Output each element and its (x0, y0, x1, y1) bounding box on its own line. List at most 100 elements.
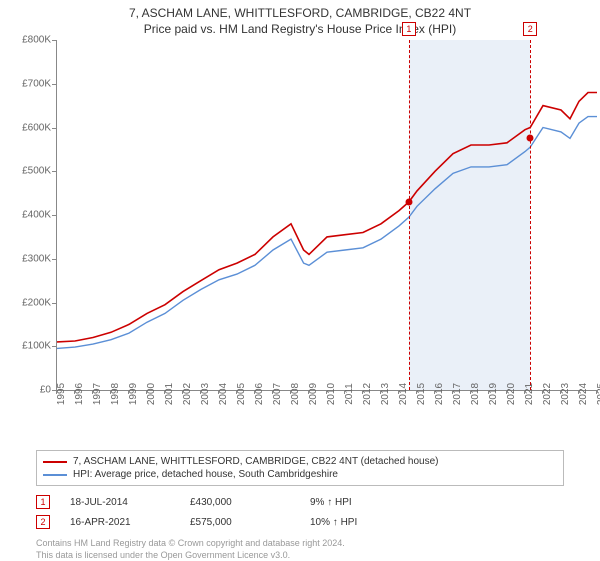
sale-price: £430,000 (190, 497, 290, 508)
series-line-property (57, 93, 597, 342)
x-tick-mark (128, 390, 129, 394)
x-tick-label: 2017 (452, 383, 463, 405)
x-tick-label: 2009 (308, 383, 319, 405)
sale-price: £575,000 (190, 517, 290, 528)
x-tick-mark (344, 390, 345, 394)
x-tick-label: 2023 (560, 383, 571, 405)
y-tick-label: £600K (22, 122, 51, 133)
chart-title: 7, ASCHAM LANE, WHITTLESFORD, CAMBRIDGE,… (0, 0, 600, 20)
y-tick-mark (52, 84, 56, 85)
event-vline (409, 40, 410, 390)
x-tick-mark (164, 390, 165, 394)
x-tick-label: 1995 (56, 383, 67, 405)
chart-subtitle: Price paid vs. HM Land Registry's House … (0, 20, 600, 40)
x-tick-label: 2000 (146, 383, 157, 405)
line-series-svg (57, 40, 597, 390)
legend-item: 7, ASCHAM LANE, WHITTLESFORD, CAMBRIDGE,… (43, 455, 557, 468)
x-tick-label: 2020 (506, 383, 517, 405)
sale-date: 18-JUL-2014 (70, 497, 170, 508)
x-tick-mark (218, 390, 219, 394)
x-tick-mark (110, 390, 111, 394)
chart-area: 12 £0£100K£200K£300K£400K£500K£600K£700K… (36, 40, 596, 410)
x-tick-label: 2019 (488, 383, 499, 405)
y-tick-mark (52, 346, 56, 347)
y-tick-mark (52, 40, 56, 41)
y-tick-mark (52, 215, 56, 216)
x-tick-mark (272, 390, 273, 394)
x-tick-mark (74, 390, 75, 394)
y-tick-label: £0 (40, 385, 51, 396)
event-marker-icon: 1 (402, 22, 416, 36)
x-tick-mark (506, 390, 507, 394)
x-tick-mark (362, 390, 363, 394)
x-tick-label: 2014 (398, 383, 409, 405)
x-tick-label: 2021 (524, 383, 535, 405)
x-tick-label: 2005 (236, 383, 247, 405)
x-tick-mark (434, 390, 435, 394)
sales-row: 2 16-APR-2021 £575,000 10% ↑ HPI (36, 512, 564, 532)
x-tick-label: 2024 (578, 383, 589, 405)
x-tick-mark (254, 390, 255, 394)
sale-date: 16-APR-2021 (70, 517, 170, 528)
x-tick-mark (380, 390, 381, 394)
legend-label: 7, ASCHAM LANE, WHITTLESFORD, CAMBRIDGE,… (73, 456, 438, 467)
x-tick-mark (452, 390, 453, 394)
x-tick-mark (236, 390, 237, 394)
x-tick-label: 2015 (416, 383, 427, 405)
x-tick-mark (578, 390, 579, 394)
legend-label: HPI: Average price, detached house, Sout… (73, 469, 338, 480)
x-tick-mark (398, 390, 399, 394)
x-tick-mark (524, 390, 525, 394)
x-tick-label: 1996 (74, 383, 85, 405)
x-tick-mark (146, 390, 147, 394)
legend-swatch (43, 474, 67, 476)
x-tick-label: 2008 (290, 383, 301, 405)
sales-row: 1 18-JUL-2014 £430,000 9% ↑ HPI (36, 492, 564, 512)
x-tick-mark (92, 390, 93, 394)
y-tick-label: £400K (22, 210, 51, 221)
x-tick-label: 1998 (110, 383, 121, 405)
x-tick-label: 2007 (272, 383, 283, 405)
sale-delta: 10% ↑ HPI (310, 517, 410, 528)
x-tick-label: 2012 (362, 383, 373, 405)
y-tick-label: £200K (22, 297, 51, 308)
y-tick-mark (52, 303, 56, 304)
x-tick-label: 2011 (344, 383, 355, 405)
sale-delta: 9% ↑ HPI (310, 497, 410, 508)
attribution-footer: Contains HM Land Registry data © Crown c… (36, 538, 600, 561)
x-tick-mark (200, 390, 201, 394)
legend-swatch (43, 461, 67, 463)
x-tick-mark (560, 390, 561, 394)
event-marker-icon: 2 (523, 22, 537, 36)
x-tick-label: 2003 (200, 383, 211, 405)
x-tick-label: 2002 (182, 383, 193, 405)
x-tick-mark (182, 390, 183, 394)
x-tick-label: 2013 (380, 383, 391, 405)
y-tick-label: £100K (22, 341, 51, 352)
x-tick-label: 1999 (128, 383, 139, 405)
y-tick-mark (52, 171, 56, 172)
x-tick-mark (308, 390, 309, 394)
x-tick-label: 2018 (470, 383, 481, 405)
x-tick-label: 2004 (218, 383, 229, 405)
plot-region: 12 (56, 40, 597, 391)
y-tick-mark (52, 128, 56, 129)
y-tick-label: £700K (22, 78, 51, 89)
legend: 7, ASCHAM LANE, WHITTLESFORD, CAMBRIDGE,… (36, 450, 564, 486)
series-line-hpi (57, 117, 597, 349)
x-tick-mark (470, 390, 471, 394)
sales-table: 1 18-JUL-2014 £430,000 9% ↑ HPI 2 16-APR… (36, 492, 564, 532)
sale-marker-icon: 1 (36, 495, 50, 509)
x-tick-mark (290, 390, 291, 394)
footer-line: Contains HM Land Registry data © Crown c… (36, 538, 600, 550)
sale-marker-icon: 2 (36, 515, 50, 529)
x-tick-mark (596, 390, 597, 394)
y-tick-label: £500K (22, 166, 51, 177)
x-tick-mark (542, 390, 543, 394)
event-dot (405, 198, 412, 205)
x-tick-mark (416, 390, 417, 394)
x-tick-label: 2006 (254, 383, 265, 405)
footer-line: This data is licensed under the Open Gov… (36, 550, 600, 561)
event-vline (530, 40, 531, 390)
event-dot (527, 135, 534, 142)
